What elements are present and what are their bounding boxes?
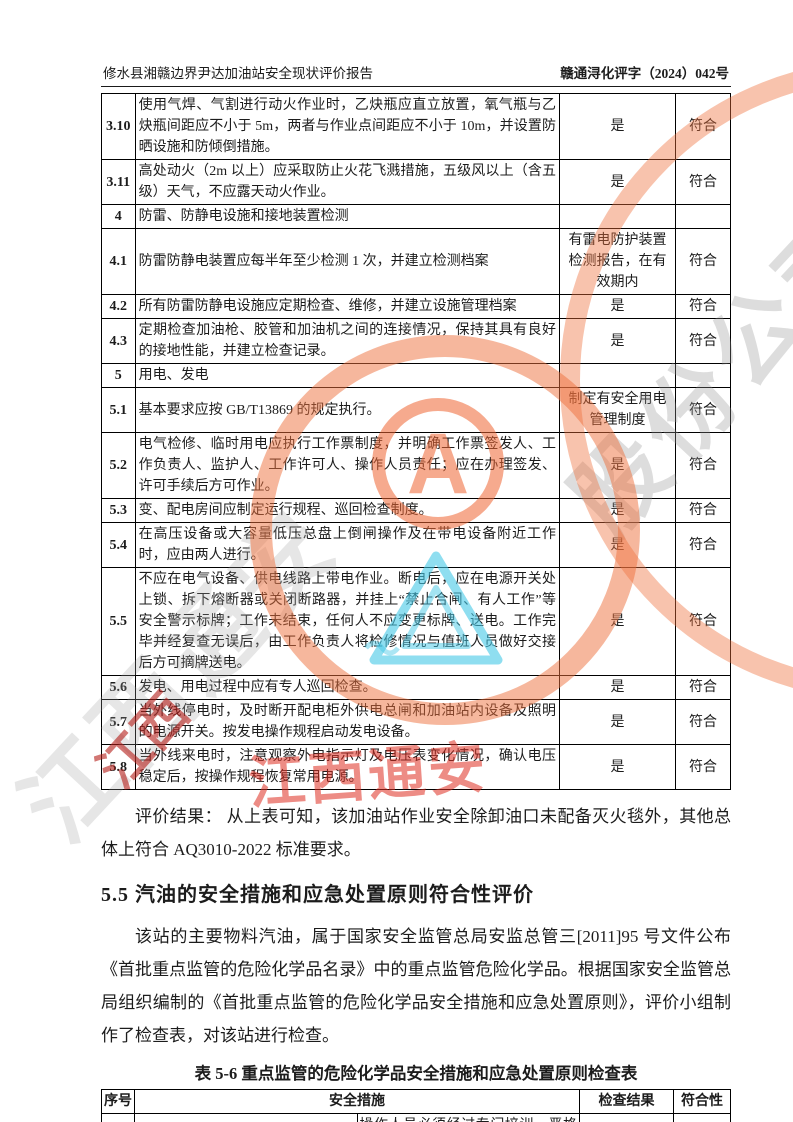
cell-content: 防雷防静电装置应每半年至少检测 1 次，并建立检测档案 (134, 228, 561, 295)
cell-no: 5.2 (101, 432, 136, 499)
cell-conformity: 符合 (675, 318, 731, 364)
cell-no: 5.5 (101, 567, 136, 676)
cell-content: 在高压设备或大容量低压总盘上倒闸操作及在带电设备附近工作时，应由两人进行。 (134, 522, 561, 568)
cell-content: 防雷、防静电设施和接地装置检测 (134, 204, 561, 229)
cell-result: 经过专门培训 (579, 1113, 674, 1122)
cell-result: 是 (558, 498, 677, 523)
cell-conformity: 符合 (675, 744, 731, 790)
section-heading: 5.5 汽油的安全措施和应急处置原则符合性评价 (101, 884, 534, 906)
cell-no: 4.1 (101, 228, 136, 295)
cell-conformity: 符合 (675, 675, 731, 700)
cell-no: 5.8 (101, 744, 136, 790)
cell-result: 是 (558, 318, 677, 364)
cell-conformity (675, 363, 731, 388)
cell-conformity: 符合 (673, 1113, 731, 1122)
section-body-paragraph: 该站的主要物料汽油，属于国家安全监管总局安监总管三[2011]95 号文件公布《… (101, 927, 731, 1045)
cell-no: 5.6 (101, 675, 136, 700)
table-row: 5.7 当外线停电时，及时断开配电柜外供电总闸和加油站内设备及照明的电源开关。按发… (101, 699, 731, 745)
col-header-conformity: 符合性 (673, 1089, 731, 1114)
cell-no: 4.2 (101, 294, 136, 319)
cell-no: 4.3 (101, 318, 136, 364)
cell-content: 变、配电房间应制定运行规程、巡回检查制度。 (134, 498, 561, 523)
cell-content: 不应在电气设备、供电线路上带电作业。断电后，应在电源开关处上锁、拆下熔断器或关闭… (134, 567, 561, 676)
cell-conformity (675, 204, 731, 229)
cell-result: 是 (558, 159, 677, 205)
checklist-table-body: 3.10 使用气焊、气割进行动火作业时，乙炔瓶应直立放置，氧气瓶与乙炔瓶间距应不小… (101, 93, 731, 790)
table-row: 5.2 电气检修、临时用电应执行工作票制度，并明确工作票签发人、工作负责人、监护人… (101, 432, 731, 499)
table-row: 3.11 高处动火（2m 以上）应采取防止火花飞溅措施，五级风以上（含五级）天气，… (101, 159, 731, 205)
cell-content: 所有防雷防静电设施应定期检查、维修，并建立设施管理档案 (134, 294, 561, 319)
table-row: 4 防雷、防静电设施和接地装置检测 (101, 204, 731, 229)
table-row: 5.8 当外线来电时，注意观察外电指示灯及电压表变化情况，确认电压稳定后，按操作规… (101, 744, 731, 790)
cell-no: 5 (101, 363, 136, 388)
cell-result: 是 (558, 522, 677, 568)
cell-category: 一般 (134, 1113, 358, 1122)
table-header-row: 序号 安全措施 检查结果 符合性 (101, 1089, 731, 1114)
table-row: 3.10 使用气焊、气割进行动火作业时，乙炔瓶应直立放置，氧气瓶与乙炔瓶间距应不小… (101, 93, 731, 160)
cell-result: 是 (558, 93, 677, 160)
cell-conformity: 符合 (675, 498, 731, 523)
table-caption: 表 5-6 重点监管的危险化学品安全措施和应急处置原则检查表 (194, 1064, 638, 1083)
cell-no: 1 (101, 1113, 135, 1122)
cell-conformity: 符合 (675, 387, 731, 433)
cell-result: 是 (558, 294, 677, 319)
evaluation-result-paragraph: 评价结果： 从上表可知，该加油站作业安全除卸油口未配备灭火毯外，其他总体上符合 … (101, 807, 731, 859)
cell-no: 5.3 (101, 498, 136, 523)
cell-no: 5.4 (101, 522, 136, 568)
col-header-measure: 安全措施 (134, 1089, 580, 1114)
cell-no: 5.7 (101, 699, 136, 745)
cell-conformity: 符合 (675, 567, 731, 676)
doc-number: 赣通浔化评字（2024）042号 (560, 66, 729, 81)
cell-no: 3.11 (101, 159, 136, 205)
table-row: 4.1 防雷防静电装置应每半年至少检测 1 次，并建立检测档案 有雷电防护装置检测报… (101, 228, 731, 295)
cell-content: 当外线来电时，注意观察外电指示灯及电压表变化情况，确认电压稳定后，按操作规程恢复… (134, 744, 561, 790)
cell-result: 是 (558, 432, 677, 499)
table-row: 5.4 在高压设备或大容量低压总盘上倒闸操作及在带电设备附近工作时，应由两人进行。… (101, 522, 731, 568)
cell-measure: 操作人员必须经过专门培训，严格遵守操作规程，熟练掌握操作技 (356, 1113, 580, 1122)
cell-content: 电气检修、临时用电应执行工作票制度，并明确工作票签发人、工作负责人、监护人、工作… (134, 432, 561, 499)
compliance-checklist-table: 3.10 使用气焊、气割进行动火作业时，乙炔瓶应直立放置，氧气瓶与乙炔瓶间距应不小… (101, 93, 731, 790)
cell-conformity: 符合 (675, 432, 731, 499)
page-header: 修水县湘赣边界尹达加油站安全现状评价报告 赣通浔化评字（2024）042号 (101, 62, 731, 87)
cell-content: 使用气焊、气割进行动火作业时，乙炔瓶应直立放置，氧气瓶与乙炔瓶间距应不小于 5m… (134, 93, 561, 160)
table-row: 5.1 基本要求应按 GB/T13869 的规定执行。 制定有安全用电管理制度 符合 (101, 387, 731, 433)
cell-result: 是 (558, 567, 677, 676)
table-row: 5.3 变、配电房间应制定运行规程、巡回检查制度。是符合 (101, 498, 731, 523)
cell-content: 发电、用电过程中应有专人巡回检查。 (134, 675, 561, 700)
cell-result (558, 363, 677, 388)
cell-no: 3.10 (101, 93, 136, 160)
cell-result: 是 (558, 744, 677, 790)
col-header-no: 序号 (101, 1089, 135, 1114)
cell-conformity: 符合 (675, 228, 731, 295)
measures-table: 序号 安全措施 检查结果 符合性 1 一般 操作人员必须经过专门培训，严格遵守操… (101, 1089, 731, 1122)
report-title: 修水县湘赣边界尹达加油站安全现状评价报告 (103, 66, 373, 81)
cell-conformity: 符合 (675, 159, 731, 205)
cell-result: 是 (558, 699, 677, 745)
cell-result: 制定有安全用电管理制度 (558, 387, 677, 433)
cell-conformity: 符合 (675, 699, 731, 745)
cell-conformity: 符合 (675, 93, 731, 160)
cell-content: 用电、发电 (134, 363, 561, 388)
table-row: 4.3 定期检查加油枪、胶管和加油机之间的连接情况，保持其具有良好的接地性能，并建… (101, 318, 731, 364)
cell-no: 5.1 (101, 387, 136, 433)
cell-conformity: 符合 (675, 294, 731, 319)
cell-content: 当外线停电时，及时断开配电柜外供电总闸和加油站内设备及照明的电源开关。按发电操作… (134, 699, 561, 745)
table-row: 5.6 发电、用电过程中应有专人巡回检查。是符合 (101, 675, 731, 700)
table-row: 4.2 所有防雷防静电设施应定期检查、维修，并建立设施管理档案是符合 (101, 294, 731, 319)
table-row: 5 用电、发电 (101, 363, 731, 388)
cell-content: 高处动火（2m 以上）应采取防止火花飞溅措施，五级风以上（含五级）天气，不应露天… (134, 159, 561, 205)
cell-content: 基本要求应按 GB/T13869 的规定执行。 (134, 387, 561, 433)
cell-no: 4 (101, 204, 136, 229)
col-header-result: 检查结果 (579, 1089, 674, 1114)
cell-conformity: 符合 (675, 522, 731, 568)
table-row: 5.5 不应在电气设备、供电线路上带电作业。断电后，应在电源开关处上锁、拆下熔断器… (101, 567, 731, 676)
cell-result (558, 204, 677, 229)
cell-result: 是 (558, 675, 677, 700)
cell-result: 有雷电防护装置检测报告，在有效期内 (558, 228, 677, 295)
table-row: 1 一般 操作人员必须经过专门培训，严格遵守操作规程，熟练掌握操作技 经过专门培… (101, 1113, 731, 1122)
cell-content: 定期检查加油枪、胶管和加油机之间的连接情况，保持其具有良好的接地性能，并建立检查… (134, 318, 561, 364)
